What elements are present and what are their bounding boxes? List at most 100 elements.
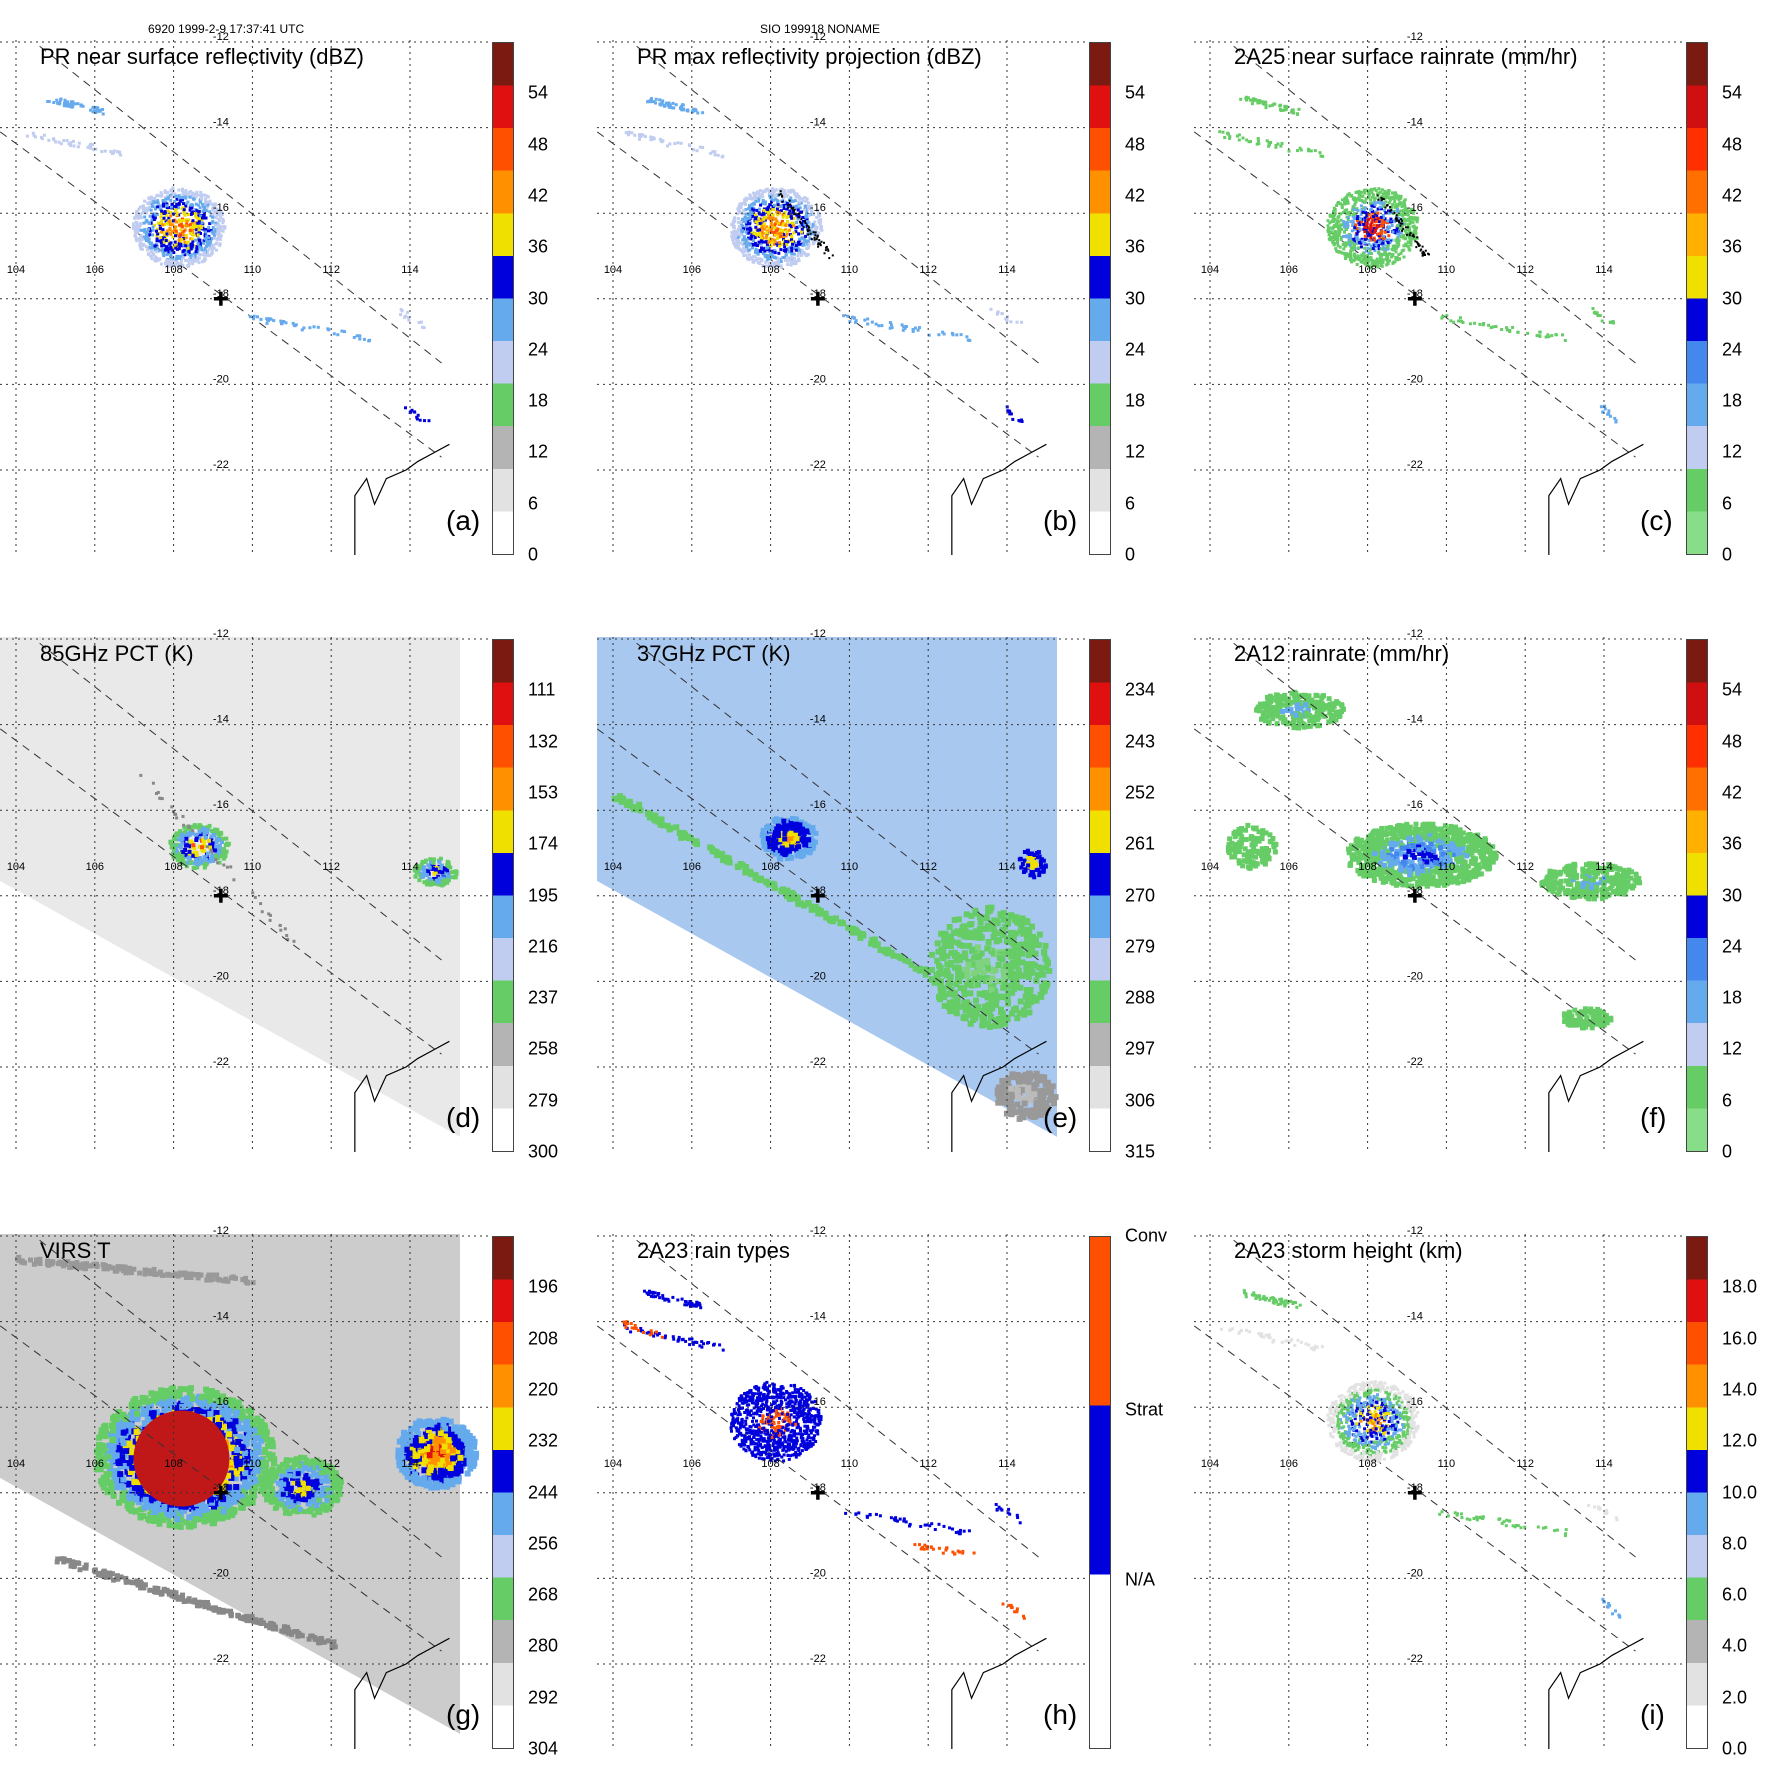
lon-label: 112	[322, 1458, 340, 1470]
lon-label: 110	[244, 861, 262, 873]
lon-label: 110	[244, 1458, 262, 1470]
lat-label: -18	[810, 1482, 826, 1494]
storm-center-marker	[810, 1485, 825, 1500]
lon-label: 112	[919, 264, 937, 276]
lat-label: -22	[213, 1056, 229, 1068]
panel-title: 2A23 rain types	[637, 1238, 790, 1263]
lat-label: -22	[1407, 459, 1423, 471]
lat-label: -22	[1407, 1653, 1423, 1665]
coastline	[354, 1637, 450, 1749]
colorbar-tick-label: 48	[528, 134, 549, 155]
lon-label: 104	[7, 861, 25, 873]
lon-label: 110	[841, 1458, 859, 1470]
map-plot: 104 106 108 110 112 114 -12 -14 -16 -18 -20 -22	[1194, 31, 1684, 555]
colorbar-tick-label: 244	[528, 1482, 559, 1502]
colorbar-tick-label: 24	[1125, 339, 1146, 360]
colorbar-tick-label: 220	[528, 1379, 559, 1400]
lon-label: 112	[1516, 861, 1534, 873]
colorbar-tick-label: 30	[1722, 288, 1743, 308]
lat-label: -20	[213, 970, 229, 982]
lat-label: -22	[810, 1653, 826, 1665]
lon-label: 104	[604, 861, 622, 873]
lon-label: 114	[1595, 264, 1613, 276]
lon-label: 106	[1280, 861, 1298, 873]
colorbar-tick-label: 270	[1125, 885, 1156, 905]
lon-label: 106	[683, 264, 701, 276]
colorbar-tick-label: 2.0	[1722, 1687, 1748, 1708]
colorbar-tick-label: 243	[1125, 731, 1156, 752]
coastline	[951, 1040, 1047, 1152]
lat-label: -22	[213, 459, 229, 471]
colorbar-tick-label: 54	[528, 82, 549, 103]
lon-label: 108	[164, 1458, 182, 1470]
lon-label: 114	[998, 1458, 1016, 1470]
lon-label: 108	[1358, 264, 1376, 276]
lon-label: 104	[7, 264, 25, 276]
map-plot: 104 106 108 110 112 114 -12 -14 -16 -18 -20 -22	[597, 628, 1087, 1152]
lon-label: 106	[86, 1458, 104, 1470]
lon-label: 104	[1201, 861, 1219, 873]
colorbar	[1089, 42, 1111, 555]
colorbar-tick-label: 0	[1125, 544, 1136, 565]
lat-label: -16	[1407, 799, 1423, 811]
header-left-text: 6920 1999-2-9 17:37:41 UTC	[148, 22, 305, 36]
colorbar-tick-label: 12	[528, 441, 549, 462]
colorbar-tick-label: 4.0	[1722, 1635, 1748, 1656]
colorbar-tick-label: 12	[1125, 441, 1146, 462]
lat-label: -12	[213, 1225, 229, 1237]
colorbar	[492, 42, 514, 555]
map-plot: 104 106 108 110 112 114 -12 -14 -16 -18 -20 -22	[597, 1225, 1087, 1749]
lon-label: 104	[7, 1458, 25, 1470]
lat-label: -20	[213, 1567, 229, 1579]
coastline	[1548, 443, 1644, 555]
colorbar-tick-label: 292	[528, 1687, 559, 1708]
lon-label: 114	[1595, 1458, 1613, 1470]
colorbar-tick-label: 279	[528, 1090, 559, 1111]
panel-title: 85GHz PCT (K)	[40, 641, 194, 666]
colorbar-tick-label: 36	[1722, 236, 1743, 257]
lat-label: -18	[213, 288, 229, 300]
colorbar-tick-label: 280	[528, 1635, 559, 1656]
colorbar	[1089, 639, 1111, 1152]
lon-label: 114	[401, 861, 419, 873]
lon-label: 110	[841, 264, 859, 276]
colorbar-tick-label: 12	[1722, 441, 1743, 462]
lon-label: 108	[761, 861, 779, 873]
colorbar-tick-label: 42	[528, 185, 549, 206]
storm-center-marker	[213, 291, 228, 306]
lat-label: -12	[1407, 1225, 1423, 1237]
lat-label: -22	[213, 1653, 229, 1665]
lon-label: 112	[919, 1458, 937, 1470]
map-plot: 104 106 108 110 112 114 -12 -14 -16 -18 -20 -22	[597, 31, 1087, 555]
lon-label: 114	[998, 264, 1016, 276]
colorbar-tick-label: 42	[1722, 782, 1743, 803]
colorbar-tick-label: 10.0	[1722, 1482, 1758, 1502]
colorbar-tick-label: N/A	[1125, 1569, 1156, 1590]
panel-g: 104 106 108 110 112 114 -12 -14 -16 -18 -20 -22 VIR…	[0, 1194, 558, 1759]
colorbar-tick-label: 0	[1722, 544, 1733, 565]
panel-letter: (i)	[1640, 1699, 1665, 1730]
colorbar-tick-label: 24	[528, 339, 549, 360]
panel-letter: (g)	[446, 1699, 481, 1730]
lat-label: -20	[810, 1567, 826, 1579]
panel-title: PR near surface reflectivity (dBZ)	[40, 44, 364, 69]
lon-label: 114	[1595, 861, 1613, 873]
lon-label: 110	[1438, 1458, 1456, 1470]
panel-letter: (f)	[1640, 1102, 1667, 1133]
colorbar-tick-label: 48	[1722, 731, 1743, 752]
storm-center-marker	[213, 1485, 228, 1500]
lat-label: -16	[810, 799, 826, 811]
colorbar-tick-label: 36	[1722, 833, 1743, 854]
colorbar-tick-label: 216	[528, 936, 559, 957]
panel-title: PR max reflectivity projection (dBZ)	[637, 44, 982, 69]
lon-label: 110	[1438, 264, 1456, 276]
lat-label: -12	[810, 31, 826, 43]
panel-f: 104 106 108 110 112 114 -12 -14 -16 -18 -20 -22 2A1…	[1194, 597, 1744, 1162]
colorbar-tick-label: 153	[528, 782, 559, 803]
header-right-text: SIO 199918 NONAME	[760, 22, 881, 36]
lon-label: 108	[164, 861, 182, 873]
lon-label: 112	[919, 861, 937, 873]
panel-d: 104 106 108 110 112 114 -12 -14 -16 -18 -20 -22 85G…	[0, 597, 558, 1162]
colorbar-tick-label: Conv	[1125, 1225, 1168, 1246]
lat-label: -18	[213, 885, 229, 897]
